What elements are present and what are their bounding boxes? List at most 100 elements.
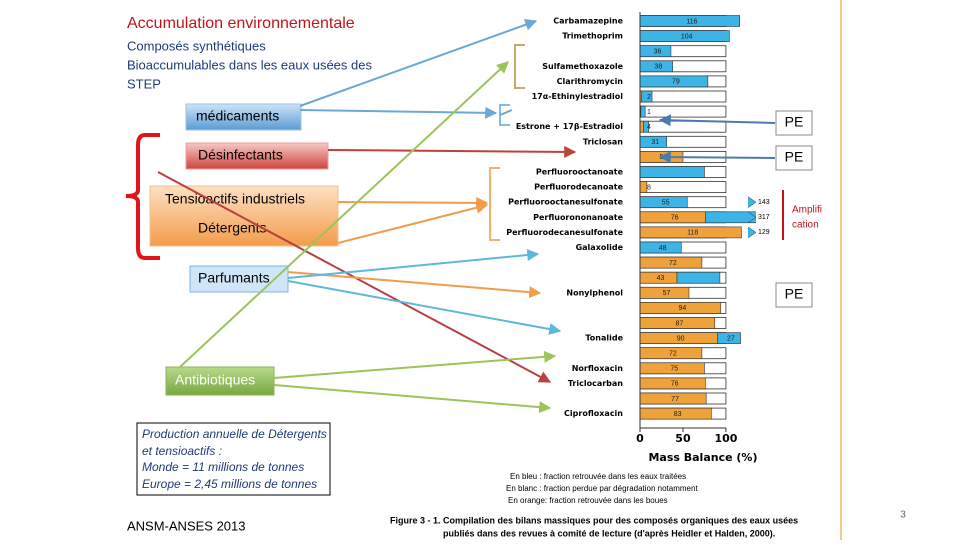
caption: publiés dans des revues à comité de lect… [443,528,775,538]
bar-segment [640,60,673,73]
amplification: cation [792,220,819,231]
value-label: 72 [669,260,677,267]
arrow [287,271,542,299]
source: ANSM-ANSES 2013 [127,518,246,533]
legend: En bleu : fraction retrouvée dans les ea… [510,472,686,481]
value-label: 87 [675,320,683,327]
x-tick-label: 50 [675,432,691,445]
category-label: Perfluorodecanoate [534,183,624,192]
page-number: 3 [900,510,906,521]
box [149,185,339,247]
arrow [179,61,509,368]
value-label: 8 [647,184,651,191]
bar-segment [640,15,740,27]
category-label: Clarithromycin [557,77,624,86]
box-label: Tensioactifs industriels [165,191,305,207]
pe-label: PE [785,149,804,165]
category-label: 17α-Ethinylestradiol [532,92,624,101]
bracket [514,44,525,89]
value-label: 94 [678,305,686,312]
category-label: Ciprofloxacin [564,409,623,418]
bar-segment [717,332,741,344]
overflow-label: 317 [758,214,770,221]
row-frame [640,241,727,254]
subtitle: STEP [127,76,161,91]
arrows [157,19,776,414]
pe-box [775,145,813,171]
bar-segment [641,90,653,103]
note: Monde = 11 millions de tonnes [142,460,304,474]
value-label: 36 [654,49,662,56]
category-label: Perfluorooctanoate [536,168,624,177]
category-label: Perfluorodecanesulfonate [506,228,623,237]
category-label: Triclocarban [568,379,623,388]
value-label: 4 [647,124,651,131]
bar-segment [640,286,690,299]
legend: En blanc : fraction perdue par dégradati… [506,484,698,493]
value-label: 75 [670,366,678,373]
category-label: Norfloxacin [572,364,624,373]
box [165,366,275,396]
bar-segment [640,241,682,254]
value-label: 43 [657,275,665,282]
note: Production annuelle de Détergents [142,427,327,441]
bar-segment [640,120,644,133]
value-label: 48 [659,245,667,252]
overflow-arrow [747,196,757,208]
bar-segment [640,317,716,329]
bar-segment [640,377,706,390]
bar-segment [640,75,709,88]
bar-segment [705,211,756,224]
bracket [489,167,500,241]
category-label: Galaxolide [576,243,624,252]
box-label: Antibiotiques [175,372,255,388]
value-label: 116 [686,18,697,25]
row-frame [640,135,727,148]
bar-segment [640,256,703,269]
bar-segment [640,392,707,405]
bar-segment [640,105,646,118]
bar-segment [640,347,703,360]
bars [640,15,756,420]
note: et tensioactifs : [142,444,222,458]
category-label: Trimethoprim [562,32,623,41]
overflow-arrow [747,226,757,239]
arrow [337,196,489,209]
value-label: 83 [674,411,682,418]
value-label: 1 [647,109,651,116]
arrow [658,114,776,127]
row-frame [640,60,727,73]
value-label: 27 [727,335,735,342]
box [185,103,302,131]
box-label: médicaments [196,108,279,124]
bar-segment [640,181,648,193]
row-frame [640,120,727,133]
legend: En orange: fraction retrouvée dans les b… [508,496,668,505]
value-label: 38 [654,64,662,71]
bar-segment [640,362,705,375]
arrow [287,280,562,335]
value-label: 76 [671,215,679,222]
x-tick-label: 0 [636,432,644,445]
note-box [136,422,331,496]
value-label: 79 [672,79,680,86]
subtitle: Composés synthétiques [127,38,266,53]
bar-segment [640,196,688,208]
slide-title: Accumulation environnementale [127,15,355,32]
category-label: Tonalide [585,334,623,343]
bracket [125,133,160,260]
overflow-label: 143 [758,199,770,206]
category-label: Perfluorooctanesulfonate [508,198,623,207]
value-label: 90 [677,335,685,342]
arrow [658,151,776,164]
box-label: Détergents [198,220,266,236]
category-label: Estrone + 17β-Estradiol [516,122,623,131]
note: Europe = 2,45 millions de tonnes [142,477,317,491]
category-label: Sulfamethoxazole [542,62,623,71]
value-label: 57 [663,290,671,297]
overflow-label: 129 [758,229,770,236]
arrow [273,350,557,379]
arrow [299,106,498,119]
